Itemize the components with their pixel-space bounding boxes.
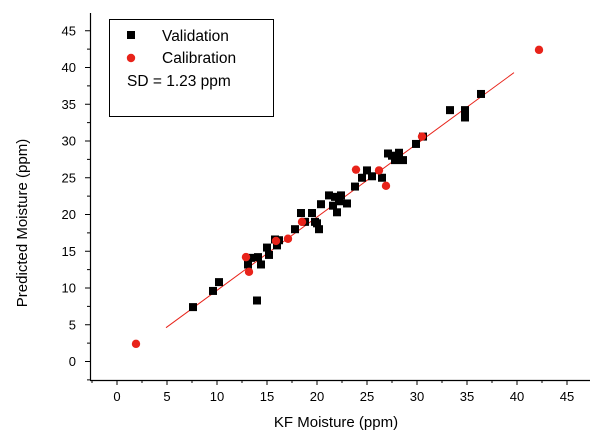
x-tick-label: 15 xyxy=(260,389,274,404)
calibration-point xyxy=(374,166,384,175)
x-tick-label: 35 xyxy=(460,389,474,404)
validation-point xyxy=(343,199,351,208)
calibration-point xyxy=(131,339,141,349)
validation-point xyxy=(388,151,396,160)
calibration-point xyxy=(351,165,361,174)
x-tick-label: 20 xyxy=(310,389,324,404)
calibration-point xyxy=(417,132,427,141)
validation-point xyxy=(333,208,341,217)
validation-point xyxy=(351,182,359,191)
validation-point xyxy=(412,139,420,148)
validation-point xyxy=(477,89,485,98)
validation-point xyxy=(315,225,323,234)
y-tick-label: 15 xyxy=(62,244,76,259)
x-tick-label: 40 xyxy=(510,389,524,404)
validation-point xyxy=(265,250,273,259)
validation-point xyxy=(363,166,371,175)
calibration-point xyxy=(381,181,391,191)
validation-point xyxy=(257,260,265,269)
x-tick-label: 30 xyxy=(410,389,424,404)
y-tick-label: 25 xyxy=(62,170,76,185)
x-tick-label: 10 xyxy=(210,389,224,404)
validation-point xyxy=(308,209,316,218)
calibration-point xyxy=(297,217,307,227)
validation-point xyxy=(446,106,454,115)
validation-point xyxy=(254,253,262,262)
validation-point xyxy=(244,260,252,269)
x-tick-label: 25 xyxy=(360,389,374,404)
y-tick-label: 45 xyxy=(62,23,76,38)
y-tick-label: 5 xyxy=(69,317,76,332)
validation-point xyxy=(391,156,399,165)
validation-point xyxy=(247,253,255,262)
validation-point xyxy=(461,106,469,115)
y-tick-label: 0 xyxy=(69,354,76,369)
calibration-point xyxy=(271,236,281,246)
x-tick-label: 0 xyxy=(113,389,120,404)
y-tick-label: 10 xyxy=(62,281,76,296)
legend-calibration-marker xyxy=(126,53,136,63)
x-tick-label: 5 xyxy=(163,389,170,404)
validation-point xyxy=(263,243,271,252)
validation-point xyxy=(358,173,366,182)
validation-point xyxy=(189,303,197,312)
validation-point xyxy=(273,241,281,250)
validation-point xyxy=(461,113,469,122)
y-tick-label: 30 xyxy=(62,134,76,149)
calibration-point xyxy=(534,45,544,55)
legend-validation-marker xyxy=(127,31,135,39)
validation-point xyxy=(378,173,386,182)
validation-point xyxy=(368,172,376,181)
calibration-point xyxy=(241,252,251,262)
validation-point xyxy=(297,209,305,218)
x-tick-label: 45 xyxy=(560,389,574,404)
validation-point xyxy=(291,225,299,234)
x-ticks: 0 5 10 15 20 25 30 35 40 45 xyxy=(91,380,574,404)
calibration-series xyxy=(131,45,544,349)
y-axis-label: Predicted Moisture (ppm) xyxy=(14,139,31,307)
validation-point xyxy=(253,296,261,305)
validation-point xyxy=(209,286,217,295)
validation-point xyxy=(215,278,223,287)
legend-annotation: SD = 1.23 ppm xyxy=(127,73,231,90)
y-tick-label: 35 xyxy=(62,97,76,112)
validation-point xyxy=(325,191,333,200)
y-tick-label: 40 xyxy=(62,60,76,75)
y-ticks: 0 5 10 15 20 25 30 35 40 45 xyxy=(62,23,90,381)
legend-calibration-label: Calibration xyxy=(162,50,236,67)
x-axis-label: KF Moisture (ppm) xyxy=(274,414,398,431)
validation-point xyxy=(331,192,339,201)
legend-box xyxy=(109,19,274,117)
validation-point xyxy=(395,148,403,157)
axes: 0 5 10 15 20 25 30 35 40 45 0 5 10 15 20 25 30 35 40 45 xyxy=(62,13,590,404)
y-tick-label: 20 xyxy=(62,207,76,222)
legend-validation-label: Validation xyxy=(162,28,229,45)
validation-point xyxy=(335,197,343,206)
legend: Validation Calibration SD = 1.23 ppm xyxy=(109,19,274,117)
validation-point xyxy=(313,219,321,228)
calibration-point xyxy=(244,267,254,277)
validation-point xyxy=(317,200,325,209)
validation-point xyxy=(399,156,407,165)
calibration-point xyxy=(283,234,293,243)
validation-point xyxy=(337,191,345,200)
validation-point xyxy=(329,201,337,210)
